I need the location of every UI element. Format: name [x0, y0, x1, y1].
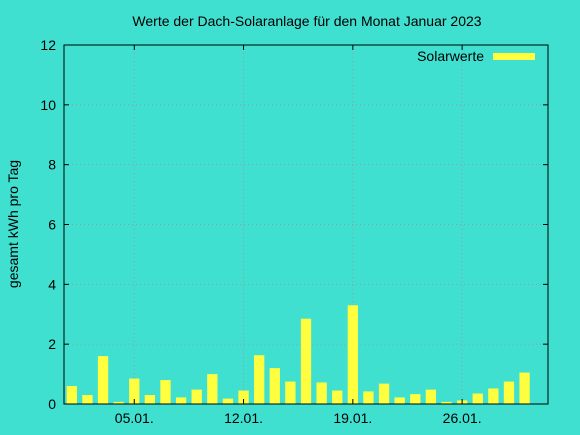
y-tick-label: 10 — [40, 97, 56, 113]
y-axis-label: gesamt kWh pro Tag — [5, 160, 21, 288]
bar — [285, 381, 296, 404]
bar — [82, 395, 93, 404]
bar — [254, 355, 265, 404]
legend: Solarwerte — [417, 48, 535, 64]
x-tick-label: 19.01. — [333, 410, 372, 426]
bar — [441, 401, 452, 404]
bar — [316, 382, 327, 404]
bar — [472, 393, 483, 404]
bar — [519, 372, 530, 404]
bar — [175, 397, 187, 404]
ticks-layer: 0 2 4 6 8 10 12 05.01. 12.01. 19.01. 26.01. — [40, 37, 548, 426]
bar — [394, 397, 405, 404]
y-tick-label: 8 — [48, 157, 56, 173]
y-tick-label: 2 — [48, 336, 56, 352]
bars-layer — [66, 305, 530, 404]
bar — [378, 383, 390, 404]
bar — [332, 390, 343, 404]
bar — [191, 389, 202, 404]
bar — [129, 378, 140, 404]
x-tick-label: 05.01. — [115, 410, 154, 426]
x-tick-label: 12.01. — [224, 410, 263, 426]
bar — [503, 381, 515, 404]
bar — [300, 318, 312, 404]
y-tick-label: 12 — [40, 37, 56, 53]
bar — [66, 386, 77, 404]
bar — [97, 356, 109, 404]
grid-layer — [64, 45, 548, 404]
bar — [144, 395, 156, 404]
bar — [410, 394, 421, 404]
y-tick-label: 6 — [48, 217, 56, 233]
bar — [347, 305, 358, 404]
y-tick-label: 4 — [48, 276, 56, 292]
bar — [207, 374, 218, 404]
bar — [269, 368, 280, 404]
bar — [238, 390, 249, 404]
legend-swatch — [493, 53, 535, 60]
chart-title: Werte der Dach-Solaranlage für den Monat… — [132, 13, 481, 29]
bar — [113, 401, 124, 404]
bar — [160, 380, 171, 404]
bar — [222, 398, 234, 404]
bar — [363, 391, 374, 404]
y-tick-label: 0 — [48, 396, 56, 412]
legend-label: Solarwerte — [417, 48, 484, 64]
bar — [488, 388, 499, 404]
x-tick-label: 26.01. — [443, 410, 482, 426]
bar — [425, 389, 437, 404]
